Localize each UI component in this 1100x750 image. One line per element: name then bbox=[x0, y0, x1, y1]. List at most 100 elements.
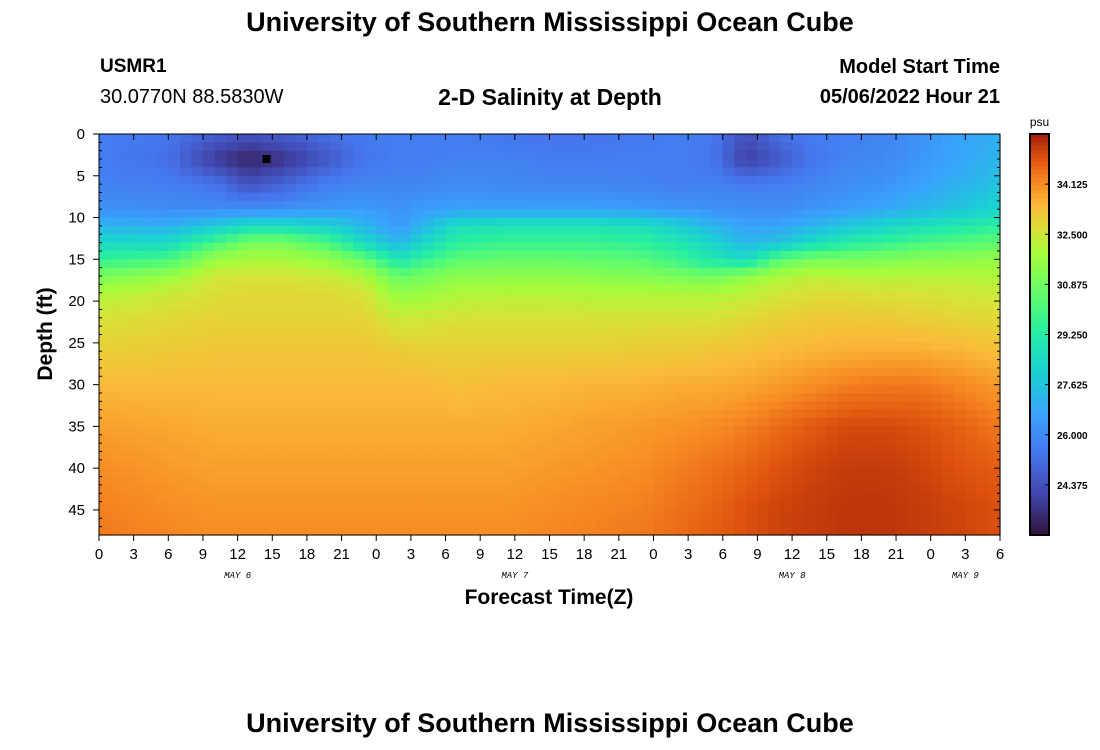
heatmap-cell bbox=[896, 459, 909, 469]
heatmap-cell bbox=[861, 326, 874, 336]
heatmap-cell bbox=[561, 209, 574, 219]
heatmap-cell bbox=[595, 518, 608, 528]
heatmap-cell bbox=[745, 225, 759, 235]
heatmap-cell bbox=[930, 434, 943, 444]
heatmap-cell bbox=[214, 518, 227, 528]
heatmap-cell bbox=[942, 459, 955, 469]
heatmap-cell bbox=[410, 184, 424, 194]
heatmap-cell bbox=[295, 326, 308, 336]
heatmap-cell bbox=[122, 342, 135, 352]
heatmap-cell bbox=[306, 392, 320, 402]
heatmap-cell bbox=[133, 259, 146, 269]
heatmap-cell bbox=[202, 509, 216, 519]
heatmap-cell bbox=[468, 234, 481, 244]
heatmap-cell bbox=[353, 526, 366, 536]
heatmap-cell bbox=[618, 159, 631, 169]
heatmap-cell bbox=[792, 259, 805, 269]
heatmap-cell bbox=[110, 292, 123, 302]
heatmap-cell bbox=[815, 334, 828, 344]
heatmap-cell bbox=[561, 509, 574, 519]
heatmap-cell bbox=[376, 134, 389, 143]
heatmap-cell bbox=[226, 159, 239, 169]
heatmap-cell bbox=[745, 468, 759, 478]
heatmap-cell bbox=[353, 192, 366, 202]
heatmap-cell bbox=[433, 242, 447, 252]
heatmap-cell bbox=[364, 392, 377, 402]
heatmap-cell bbox=[630, 159, 643, 169]
heatmap-cell bbox=[202, 301, 216, 311]
heatmap-cell bbox=[965, 401, 978, 411]
heatmap-cell bbox=[249, 250, 262, 260]
heatmap-cell bbox=[272, 167, 285, 177]
heatmap-cell bbox=[318, 150, 331, 160]
heatmap-cell bbox=[734, 301, 747, 311]
heatmap-cell bbox=[838, 392, 851, 402]
heatmap-cell bbox=[133, 234, 146, 244]
heatmap-cell bbox=[480, 292, 493, 302]
heatmap-cell bbox=[445, 259, 458, 269]
heatmap-cell bbox=[849, 401, 862, 411]
heatmap-cell bbox=[953, 326, 966, 336]
heatmap-cell bbox=[491, 234, 504, 244]
station-marker bbox=[262, 155, 271, 164]
heatmap-cell bbox=[976, 367, 990, 377]
heatmap-cell bbox=[272, 409, 285, 419]
heatmap-cell bbox=[399, 175, 412, 185]
heatmap-cell bbox=[699, 234, 712, 244]
heatmap-cell bbox=[641, 159, 655, 169]
heatmap-cell bbox=[410, 359, 424, 369]
heatmap-cell bbox=[942, 217, 955, 227]
heatmap-cell bbox=[272, 509, 285, 519]
heatmap-cell bbox=[330, 476, 343, 486]
heatmap-cell bbox=[399, 284, 412, 294]
heatmap-cell bbox=[99, 401, 112, 411]
heatmap-cell bbox=[549, 484, 562, 494]
heatmap-cell bbox=[237, 142, 250, 152]
heatmap-cell bbox=[214, 167, 227, 177]
heatmap-cell bbox=[445, 367, 458, 377]
heatmap-cell bbox=[168, 493, 181, 503]
heatmap-cell bbox=[896, 426, 909, 436]
heatmap-cell bbox=[872, 209, 886, 219]
heatmap-cell bbox=[410, 242, 424, 252]
heatmap-cell bbox=[699, 267, 712, 277]
heatmap-cell bbox=[99, 392, 112, 402]
heatmap-cell bbox=[110, 301, 123, 311]
heatmap-cell bbox=[364, 376, 377, 386]
heatmap-cell bbox=[341, 134, 354, 143]
heatmap-cell bbox=[780, 225, 793, 235]
heatmap-cell bbox=[861, 493, 874, 503]
heatmap-cell bbox=[838, 484, 851, 494]
heatmap-cell bbox=[792, 326, 805, 336]
heatmap-cell bbox=[330, 401, 343, 411]
heatmap-cell bbox=[110, 175, 123, 185]
heatmap-cell bbox=[503, 342, 516, 352]
heatmap-cell bbox=[815, 184, 828, 194]
heatmap-cell bbox=[249, 493, 262, 503]
heatmap-cell bbox=[99, 459, 112, 469]
heatmap-cell bbox=[722, 317, 735, 327]
x-tick-label: 12 bbox=[784, 546, 801, 563]
heatmap-cell bbox=[896, 142, 909, 152]
heatmap-cell bbox=[283, 150, 296, 160]
heatmap-cell bbox=[676, 200, 689, 210]
heatmap-cell bbox=[410, 200, 424, 210]
heatmap-cell bbox=[202, 192, 216, 202]
heatmap-cell bbox=[433, 409, 447, 419]
heatmap-cell bbox=[341, 276, 354, 285]
heatmap-cell bbox=[433, 225, 447, 235]
heatmap-cell bbox=[630, 426, 643, 436]
heatmap-cell bbox=[722, 484, 735, 494]
heatmap-cell bbox=[457, 242, 470, 252]
heatmap-cell bbox=[872, 334, 886, 344]
heatmap-cell bbox=[156, 384, 169, 394]
heatmap-cell bbox=[549, 200, 562, 210]
heatmap-cell bbox=[745, 418, 759, 427]
heatmap-cell bbox=[688, 451, 701, 461]
heatmap-cell bbox=[861, 134, 874, 143]
heatmap-cell bbox=[665, 351, 678, 361]
heatmap-cell bbox=[503, 351, 516, 361]
heatmap-cell bbox=[826, 175, 839, 185]
heatmap-cell bbox=[630, 476, 643, 486]
heatmap-cell bbox=[226, 225, 239, 235]
